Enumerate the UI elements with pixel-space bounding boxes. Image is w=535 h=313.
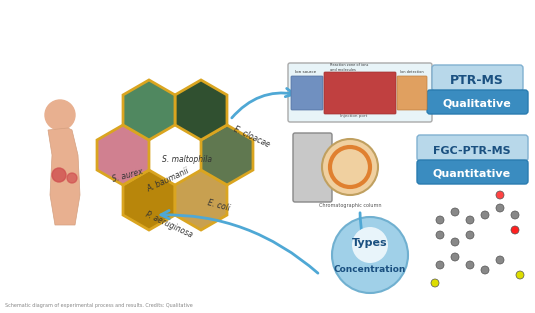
Circle shape [466, 261, 474, 269]
Polygon shape [175, 170, 227, 230]
Circle shape [516, 271, 524, 279]
Text: Concentration: Concentration [334, 264, 406, 274]
FancyBboxPatch shape [291, 76, 323, 110]
Text: E. cloacae: E. cloacae [232, 125, 271, 149]
Circle shape [436, 231, 444, 239]
Text: Qualitative: Qualitative [442, 99, 511, 109]
Polygon shape [175, 80, 227, 140]
FancyBboxPatch shape [432, 65, 523, 91]
Circle shape [511, 226, 519, 234]
Circle shape [451, 238, 459, 246]
Text: S. maltophila: S. maltophila [162, 156, 212, 165]
Polygon shape [201, 125, 253, 185]
FancyBboxPatch shape [397, 76, 427, 110]
Text: Types: Types [352, 238, 388, 248]
Text: Ion detection: Ion detection [400, 70, 424, 74]
Circle shape [436, 216, 444, 224]
Text: Schematic diagram of experimental process and results. Credits: Qualitative: Schematic diagram of experimental proces… [5, 303, 193, 308]
FancyBboxPatch shape [417, 160, 528, 184]
FancyArrowPatch shape [161, 211, 318, 273]
FancyBboxPatch shape [324, 72, 396, 114]
Circle shape [466, 216, 474, 224]
Circle shape [332, 217, 408, 293]
Text: A. baumanii: A. baumanii [146, 166, 191, 194]
Polygon shape [48, 128, 80, 225]
Text: Injection port: Injection port [340, 114, 367, 118]
Circle shape [481, 266, 489, 274]
Circle shape [431, 279, 439, 287]
FancyBboxPatch shape [427, 90, 528, 114]
Circle shape [451, 253, 459, 261]
Polygon shape [123, 80, 175, 140]
Text: E. coli: E. coli [206, 198, 230, 212]
FancyBboxPatch shape [417, 135, 528, 161]
Text: Reaction zone of ions
and molecules: Reaction zone of ions and molecules [330, 64, 369, 72]
Circle shape [352, 227, 388, 263]
Circle shape [67, 173, 77, 183]
FancyArrowPatch shape [232, 89, 294, 118]
Circle shape [466, 231, 474, 239]
Circle shape [45, 100, 75, 130]
Circle shape [481, 211, 489, 219]
FancyArrowPatch shape [360, 213, 369, 254]
Text: Quantitative: Quantitative [433, 169, 511, 179]
Circle shape [322, 139, 378, 195]
Circle shape [496, 204, 504, 212]
Circle shape [496, 191, 504, 199]
Text: Ion source: Ion source [295, 70, 316, 74]
FancyBboxPatch shape [293, 133, 332, 202]
Text: S. aurex: S. aurex [111, 167, 144, 183]
Circle shape [451, 208, 459, 216]
Text: FGC-PTR-MS: FGC-PTR-MS [433, 146, 511, 156]
Text: P. aeruginosa: P. aeruginosa [144, 210, 194, 240]
Polygon shape [97, 125, 149, 185]
Text: Chromatographic column: Chromatographic column [319, 203, 381, 208]
FancyBboxPatch shape [288, 63, 432, 122]
Circle shape [52, 168, 66, 182]
Circle shape [511, 211, 519, 219]
Polygon shape [123, 170, 175, 230]
Circle shape [496, 256, 504, 264]
Circle shape [436, 261, 444, 269]
Text: PTR-MS: PTR-MS [450, 74, 504, 88]
